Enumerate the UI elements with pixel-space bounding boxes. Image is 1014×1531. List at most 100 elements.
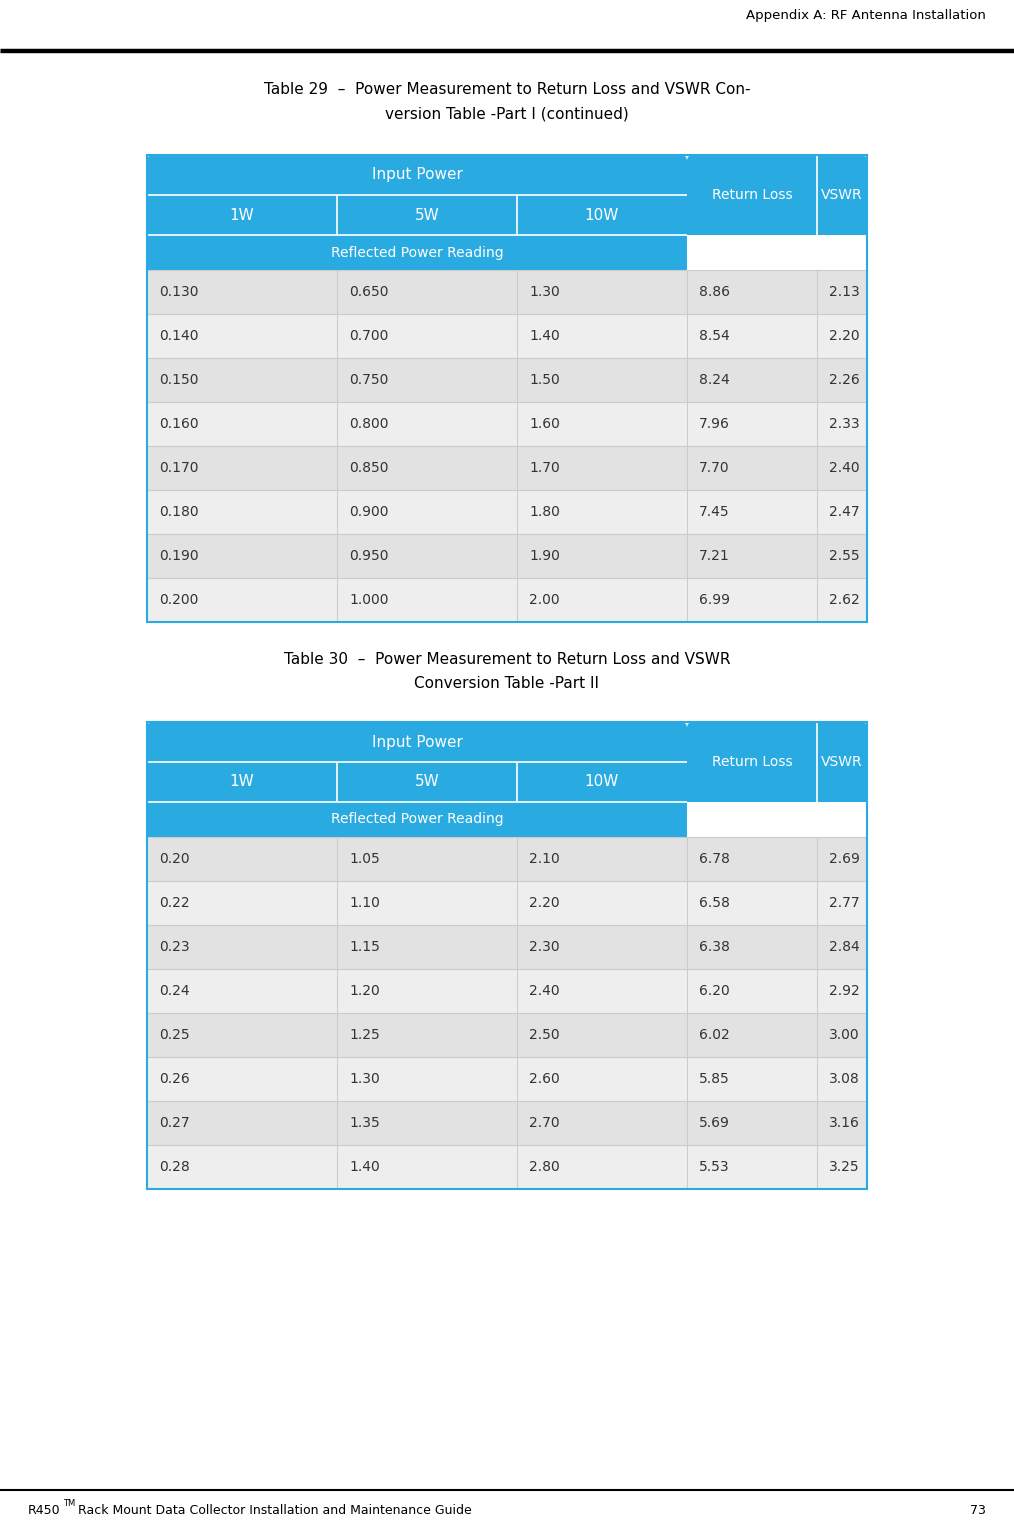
Text: Input Power: Input Power bbox=[371, 735, 462, 750]
Text: 2.69: 2.69 bbox=[829, 851, 860, 867]
Text: 2.55: 2.55 bbox=[829, 550, 860, 563]
Text: Return Loss: Return Loss bbox=[712, 188, 792, 202]
Text: 1.50: 1.50 bbox=[529, 374, 560, 387]
Text: 10W: 10W bbox=[585, 208, 620, 222]
Text: 1.15: 1.15 bbox=[349, 940, 380, 954]
FancyBboxPatch shape bbox=[687, 155, 867, 234]
Bar bbox=[147, 880, 867, 925]
Text: 0.950: 0.950 bbox=[349, 550, 388, 563]
Text: 0.700: 0.700 bbox=[349, 329, 388, 343]
Bar bbox=[147, 403, 867, 446]
Text: Conversion Table -Part II: Conversion Table -Part II bbox=[415, 677, 599, 692]
Text: 73: 73 bbox=[970, 1503, 986, 1517]
Text: 0.650: 0.650 bbox=[349, 285, 388, 299]
Text: 0.130: 0.130 bbox=[159, 285, 199, 299]
Text: 0.750: 0.750 bbox=[349, 374, 388, 387]
Text: 1.35: 1.35 bbox=[349, 1116, 380, 1130]
Text: 0.140: 0.140 bbox=[159, 329, 199, 343]
Bar bbox=[147, 802, 687, 837]
Text: 2.30: 2.30 bbox=[529, 940, 560, 954]
Text: 7.45: 7.45 bbox=[699, 505, 730, 519]
Text: 0.850: 0.850 bbox=[349, 461, 388, 475]
Text: 0.27: 0.27 bbox=[159, 1116, 190, 1130]
Text: 6.02: 6.02 bbox=[699, 1027, 730, 1043]
Text: 2.40: 2.40 bbox=[529, 984, 560, 998]
Text: 2.20: 2.20 bbox=[829, 329, 860, 343]
Text: 2.33: 2.33 bbox=[829, 416, 860, 432]
Bar bbox=[147, 155, 867, 622]
Text: TM: TM bbox=[63, 1499, 75, 1508]
Text: Input Power: Input Power bbox=[371, 167, 462, 182]
Bar bbox=[147, 579, 867, 622]
Text: 5W: 5W bbox=[415, 208, 439, 222]
Text: 1.30: 1.30 bbox=[349, 1072, 380, 1085]
Text: 1.30: 1.30 bbox=[529, 285, 560, 299]
Text: 2.20: 2.20 bbox=[529, 896, 560, 909]
Text: 2.13: 2.13 bbox=[829, 285, 860, 299]
Bar bbox=[147, 743, 687, 762]
Bar bbox=[147, 1101, 867, 1145]
Text: 7.70: 7.70 bbox=[699, 461, 730, 475]
Text: VSWR: VSWR bbox=[821, 755, 863, 769]
Text: 3.00: 3.00 bbox=[829, 1027, 860, 1043]
Text: Reflected Power Reading: Reflected Power Reading bbox=[331, 813, 503, 827]
Text: Rack Mount Data Collector Installation and Maintenance Guide: Rack Mount Data Collector Installation a… bbox=[74, 1503, 472, 1517]
Text: 6.99: 6.99 bbox=[699, 592, 730, 606]
Text: 1.40: 1.40 bbox=[349, 1160, 380, 1174]
Bar bbox=[147, 534, 867, 579]
FancyBboxPatch shape bbox=[147, 155, 687, 194]
Text: 3.08: 3.08 bbox=[829, 1072, 860, 1085]
Text: 5W: 5W bbox=[415, 775, 439, 790]
Text: 1.000: 1.000 bbox=[349, 592, 388, 606]
Text: 0.160: 0.160 bbox=[159, 416, 199, 432]
Text: 0.900: 0.900 bbox=[349, 505, 388, 519]
Bar bbox=[147, 1014, 867, 1056]
Text: 1.40: 1.40 bbox=[529, 329, 560, 343]
Text: 2.92: 2.92 bbox=[829, 984, 860, 998]
Text: 5.85: 5.85 bbox=[699, 1072, 730, 1085]
Text: 7.96: 7.96 bbox=[699, 416, 730, 432]
Text: 6.58: 6.58 bbox=[699, 896, 730, 909]
Text: 2.10: 2.10 bbox=[529, 851, 560, 867]
Bar bbox=[147, 314, 867, 358]
Text: 2.70: 2.70 bbox=[529, 1116, 560, 1130]
Text: Return Loss: Return Loss bbox=[712, 755, 792, 769]
Text: R450: R450 bbox=[28, 1503, 61, 1517]
Bar bbox=[147, 358, 867, 403]
Text: 8.24: 8.24 bbox=[699, 374, 730, 387]
Text: 6.20: 6.20 bbox=[699, 984, 730, 998]
Text: 1.80: 1.80 bbox=[529, 505, 560, 519]
Text: 2.50: 2.50 bbox=[529, 1027, 560, 1043]
Text: 3.16: 3.16 bbox=[829, 1116, 860, 1130]
Text: 2.80: 2.80 bbox=[529, 1160, 560, 1174]
FancyBboxPatch shape bbox=[687, 723, 867, 802]
Text: 0.20: 0.20 bbox=[159, 851, 190, 867]
Bar bbox=[147, 194, 687, 234]
Bar bbox=[147, 1056, 867, 1101]
Text: 0.28: 0.28 bbox=[159, 1160, 190, 1174]
Text: 0.25: 0.25 bbox=[159, 1027, 190, 1043]
Text: 2.77: 2.77 bbox=[829, 896, 860, 909]
Text: VSWR: VSWR bbox=[821, 188, 863, 202]
Text: 1W: 1W bbox=[229, 208, 255, 222]
Bar bbox=[147, 762, 687, 802]
Text: 0.23: 0.23 bbox=[159, 940, 190, 954]
Bar bbox=[147, 490, 867, 534]
Text: 2.84: 2.84 bbox=[829, 940, 860, 954]
Text: 0.24: 0.24 bbox=[159, 984, 190, 998]
Text: 2.40: 2.40 bbox=[829, 461, 860, 475]
Bar bbox=[147, 969, 867, 1014]
Bar bbox=[147, 1145, 867, 1190]
Bar bbox=[147, 269, 867, 314]
Text: 0.800: 0.800 bbox=[349, 416, 388, 432]
Text: 5.69: 5.69 bbox=[699, 1116, 730, 1130]
Text: 3.25: 3.25 bbox=[829, 1160, 860, 1174]
Text: 1.10: 1.10 bbox=[349, 896, 380, 909]
Text: 0.22: 0.22 bbox=[159, 896, 190, 909]
Text: 1.05: 1.05 bbox=[349, 851, 380, 867]
Bar bbox=[687, 194, 867, 234]
Text: 1W: 1W bbox=[229, 775, 255, 790]
Text: Reflected Power Reading: Reflected Power Reading bbox=[331, 245, 503, 259]
Bar bbox=[147, 175, 687, 194]
Text: 1.25: 1.25 bbox=[349, 1027, 380, 1043]
